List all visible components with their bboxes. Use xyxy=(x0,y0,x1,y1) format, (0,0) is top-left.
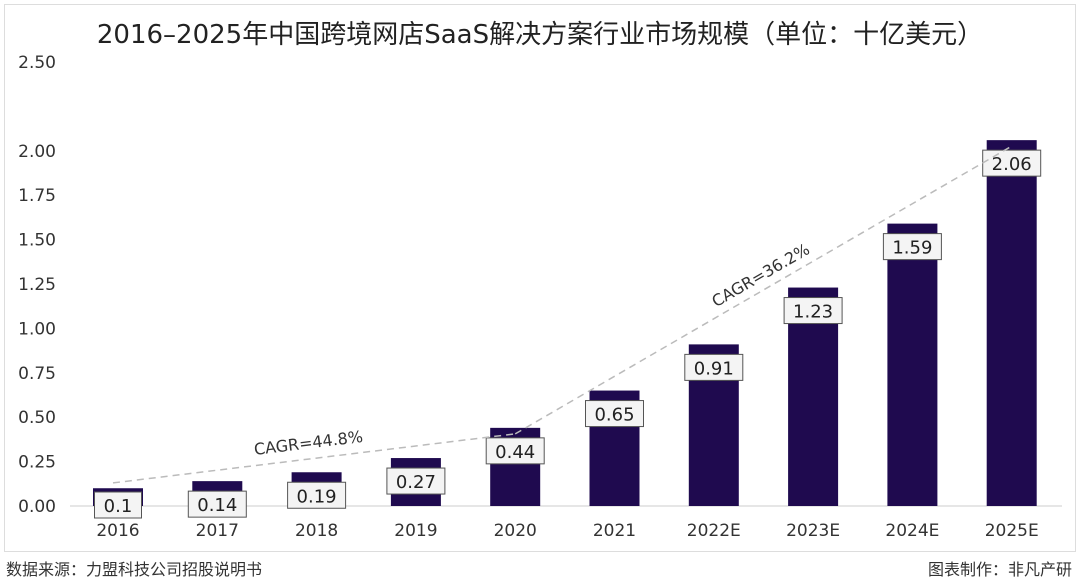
x-tick-label: 2017 xyxy=(196,521,239,541)
data-label: 0.14 xyxy=(197,495,237,516)
x-tick-label: 2019 xyxy=(394,521,437,541)
y-tick-label: 0.50 xyxy=(18,408,56,428)
data-label: 2.06 xyxy=(992,154,1032,175)
bar xyxy=(887,223,938,506)
y-tick-label: 2.00 xyxy=(18,142,56,162)
x-tick-label: 2020 xyxy=(494,521,537,541)
y-tick-label: 0.75 xyxy=(18,364,56,384)
data-label: 1.59 xyxy=(892,238,932,259)
x-tick-label: 2018 xyxy=(295,521,338,541)
bar xyxy=(986,140,1037,507)
data-label: 0.1 xyxy=(104,496,133,517)
x-tick-label: 2024E xyxy=(885,521,939,541)
cagr-label: CAGR=44.8% xyxy=(253,427,364,459)
chart-title: 2016–2025年中国跨境网店SaaS解决方案行业市场规模（单位：十亿美元） xyxy=(96,20,984,50)
data-label: 0.44 xyxy=(495,442,535,463)
x-tick-label: 2021 xyxy=(593,521,636,541)
y-tick-label: 0.25 xyxy=(18,453,56,473)
data-label-box xyxy=(187,490,247,518)
x-tick-label: 2016 xyxy=(96,521,139,541)
source-note: 数据来源：力盟科技公司招股说明书 xyxy=(6,560,263,579)
y-tick-label: 1.50 xyxy=(18,231,56,251)
y-tick-label: 1.75 xyxy=(18,186,56,206)
y-tick-label: 1.00 xyxy=(18,319,56,339)
maker-note: 图表制作：非凡产研 xyxy=(927,560,1072,579)
data-label: 1.23 xyxy=(793,302,833,323)
x-tick-label: 2025E xyxy=(985,521,1039,541)
data-label-box xyxy=(882,233,942,261)
x-tick-label: 2023E xyxy=(786,521,840,541)
data-label-box xyxy=(485,437,545,465)
data-label-box xyxy=(94,491,142,519)
data-label: 0.91 xyxy=(694,358,734,379)
x-tick-label: 2022E xyxy=(687,521,741,541)
data-label: 0.19 xyxy=(297,486,337,507)
y-tick-label: 2.50 xyxy=(18,53,56,73)
data-label-box xyxy=(783,297,843,325)
data-label-box xyxy=(287,481,347,509)
y-tick-label: 0.00 xyxy=(18,497,56,517)
y-tick-label: 1.25 xyxy=(18,275,56,295)
chart-frame xyxy=(4,4,1076,552)
data-label: 0.65 xyxy=(594,405,634,426)
cagr-trend-line xyxy=(112,433,516,484)
data-label-box xyxy=(386,467,446,495)
data-label-box xyxy=(684,353,744,381)
data-label: 0.27 xyxy=(396,472,436,493)
data-label-box xyxy=(585,400,644,428)
